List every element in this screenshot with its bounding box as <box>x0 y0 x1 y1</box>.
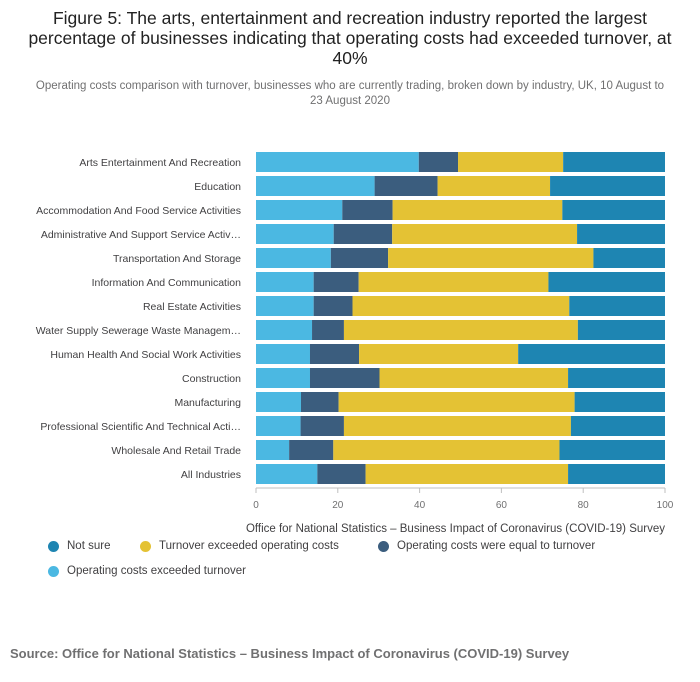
bar-segment[interactable] <box>256 392 301 412</box>
bar-segment[interactable] <box>359 344 519 364</box>
bar-segment[interactable] <box>309 368 380 388</box>
bar-segment[interactable] <box>300 416 344 436</box>
bar-segment[interactable] <box>577 320 665 340</box>
bar-segment[interactable] <box>392 224 578 244</box>
bar-segment[interactable] <box>569 296 665 316</box>
bar-segment[interactable] <box>256 416 301 436</box>
bar-segment[interactable] <box>559 440 665 460</box>
category-label: Education <box>194 181 241 193</box>
x-tick-label: 0 <box>253 500 259 511</box>
bar-segment[interactable] <box>568 464 665 484</box>
bar-segment[interactable] <box>317 464 366 484</box>
source-note: Source: Office for National Statistics –… <box>10 646 570 661</box>
legend-label: Not sure <box>67 540 111 552</box>
chart-title: Figure 5: The arts, entertainment and re… <box>28 8 672 68</box>
bar-segment[interactable] <box>365 464 569 484</box>
bar-segment[interactable] <box>256 272 314 292</box>
bar-segment[interactable] <box>563 152 665 172</box>
legend-item-not-sure[interactable]: Not sure <box>48 540 110 552</box>
legend-label: Turnover exceeded operating costs <box>159 540 339 552</box>
legend-item-equal[interactable]: Operating costs were equal to turnover <box>378 540 595 552</box>
bar-segment[interactable] <box>256 320 313 340</box>
bar-segment[interactable] <box>256 464 318 484</box>
bar-segment[interactable] <box>379 368 569 388</box>
category-label: All Industries <box>181 469 241 481</box>
bar-segment[interactable] <box>256 296 314 316</box>
bar-segment[interactable] <box>330 248 389 268</box>
bar-segment[interactable] <box>358 272 549 292</box>
bar-segment[interactable] <box>313 272 359 292</box>
x-tick-label: 80 <box>578 500 590 511</box>
x-tick-label: 20 <box>332 500 344 511</box>
category-label: Transportation And Storage <box>113 253 241 265</box>
bar-segment[interactable] <box>593 248 665 268</box>
bar-segment[interactable] <box>312 320 344 340</box>
bar-segment[interactable] <box>518 344 665 364</box>
bar-segment[interactable] <box>343 320 578 340</box>
bar-segment[interactable] <box>437 176 551 196</box>
bar-segment[interactable] <box>577 224 665 244</box>
category-label: Wholesale And Retail Trade <box>111 445 241 457</box>
bar-segment[interactable] <box>352 296 570 316</box>
bar-segment[interactable] <box>313 296 353 316</box>
legend-swatch <box>48 540 59 552</box>
chart-subtitle: Operating costs comparison with turnover… <box>35 80 665 107</box>
bar-segment[interactable] <box>562 200 665 220</box>
bar-segment[interactable] <box>548 272 665 292</box>
x-tick-label: 40 <box>414 500 426 511</box>
bar-segment[interactable] <box>392 200 563 220</box>
category-label: Human Health And Social Work Activities <box>50 349 241 361</box>
bar-segment[interactable] <box>256 224 334 244</box>
bar-segment[interactable] <box>333 440 560 460</box>
bar-segment[interactable] <box>458 152 564 172</box>
bar-segment[interactable] <box>256 152 419 172</box>
category-label: Manufacturing <box>174 397 241 409</box>
bar-segment[interactable] <box>289 440 334 460</box>
bar-segment[interactable] <box>300 392 339 412</box>
bar-segment[interactable] <box>309 344 360 364</box>
category-label: Construction <box>182 373 241 385</box>
legend-item-costs-exceeded[interactable]: Operating costs exceeded turnover <box>48 565 246 577</box>
x-tick-label: 100 <box>657 500 674 511</box>
bar-segment[interactable] <box>574 392 665 412</box>
bar-segment[interactable] <box>568 368 665 388</box>
legend-label: Operating costs were equal to turnover <box>397 540 596 552</box>
bar-segment[interactable] <box>338 392 575 412</box>
x-axis-title: Office for National Statistics – Busines… <box>246 523 665 535</box>
stacked-bar-chart: Arts Entertainment And Recreation Educati… <box>36 152 674 535</box>
bar-segment[interactable] <box>256 368 310 388</box>
bar-segment[interactable] <box>388 248 594 268</box>
legend-item-turnover-exceeded[interactable]: Turnover exceeded operating costs <box>140 540 339 552</box>
bar-segment[interactable] <box>570 416 665 436</box>
bar-segment[interactable] <box>333 224 393 244</box>
category-label: Arts Entertainment And Recreation <box>79 157 241 169</box>
legend-swatch <box>378 540 389 552</box>
bar-segment[interactable] <box>550 176 665 196</box>
legend-label: Operating costs exceeded turnover <box>67 565 246 577</box>
bar-segment[interactable] <box>342 200 393 220</box>
category-label: Water Supply Sewerage Waste Managem… <box>36 325 241 337</box>
category-label: Professional Scientific And Technical Ac… <box>40 421 241 433</box>
category-label: Real Estate Activities <box>143 301 241 313</box>
legend-swatch <box>48 565 59 577</box>
bar-segment[interactable] <box>256 248 331 268</box>
bar-segment[interactable] <box>256 200 343 220</box>
bar-segment[interactable] <box>256 440 290 460</box>
bar-segment[interactable] <box>256 344 310 364</box>
category-label: Administrative And Support Service Activ… <box>41 229 241 241</box>
category-label: Information And Communication <box>92 277 242 289</box>
bar-segment[interactable] <box>343 416 571 436</box>
legend-swatch <box>140 540 151 552</box>
x-tick-label: 60 <box>496 500 508 511</box>
category-label: Accommodation And Food Service Activitie… <box>36 205 241 217</box>
bar-segment[interactable] <box>256 176 375 196</box>
bar-segment[interactable] <box>418 152 459 172</box>
bar-segment[interactable] <box>374 176 438 196</box>
